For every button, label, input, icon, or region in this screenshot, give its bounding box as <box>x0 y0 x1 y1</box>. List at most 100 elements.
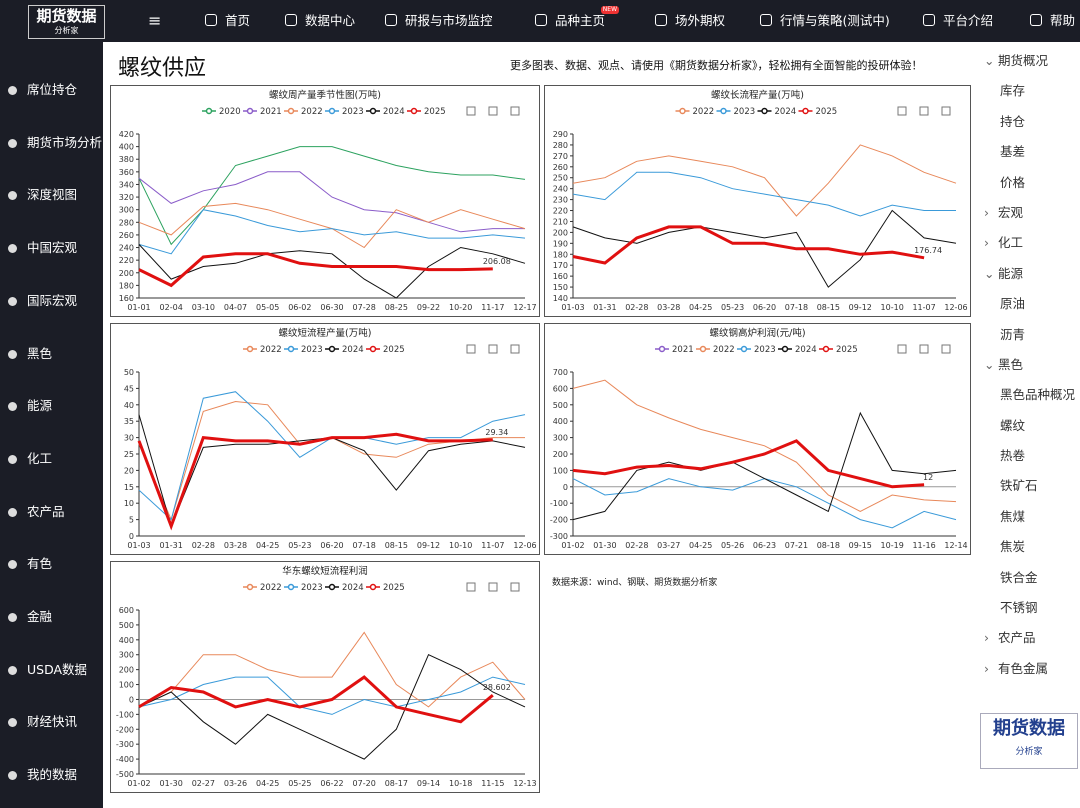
x-tick-label: 08-18 <box>817 541 840 550</box>
x-tick-label: 07-18 <box>353 541 376 550</box>
nav-icon <box>1030 14 1042 26</box>
y-tick-label: 30 <box>124 434 134 443</box>
nav-item[interactable]: 平台介绍 <box>923 0 993 42</box>
nav-item[interactable]: 首页 <box>205 0 250 42</box>
sidebar-item[interactable]: 期货市场分析 <box>8 132 102 151</box>
sidebar-item[interactable]: 黑色 <box>8 343 52 362</box>
nav-item[interactable]: 行情与策略(测试中) <box>760 0 890 42</box>
menu-group[interactable]: 化工 <box>978 228 1080 258</box>
menu-group[interactable]: 能源 <box>978 259 1080 289</box>
nav-icon <box>205 14 217 26</box>
menu-group[interactable]: 农产品 <box>978 623 1080 653</box>
toolbar-icon <box>510 106 520 116</box>
sidebar-item[interactable]: 席位持仓 <box>8 79 77 98</box>
y-tick-label: 45 <box>124 384 134 393</box>
menu-group[interactable]: 期货概况 <box>978 46 1080 76</box>
series-line <box>138 209 526 255</box>
menu-item[interactable]: 基差 <box>1000 144 1026 160</box>
menu-item[interactable]: 焦炭 <box>1000 539 1026 555</box>
legend-dot <box>369 107 377 115</box>
sidebar-item[interactable]: 我的数据 <box>8 764 77 783</box>
logo[interactable]: 期货数据 分析家 <box>28 5 105 39</box>
toolbar-icon <box>941 106 951 116</box>
y-tick-label: 100 <box>119 681 134 690</box>
y-tick-label: 100 <box>553 466 568 475</box>
sidebar-item[interactable]: 农产品 <box>8 501 65 520</box>
nav-item[interactable]: 场外期权 <box>655 0 725 42</box>
x-tick-label: 03-28 <box>224 541 247 550</box>
menu-item[interactable]: 不锈钢 <box>1000 600 1038 616</box>
menu-group[interactable]: 宏观 <box>978 198 1080 228</box>
nav-label: 研报与市场监控 <box>405 13 493 28</box>
sidebar-item[interactable]: 金融 <box>8 606 52 625</box>
legend-label: 2023 <box>301 345 323 355</box>
y-tick-label: 360 <box>119 168 134 177</box>
series-line <box>138 171 525 233</box>
y-tick-label: 150 <box>553 283 568 292</box>
chart-title: 螺纹长流程产量(万吨) <box>711 89 804 101</box>
page-title: 螺纹供应 <box>118 56 207 81</box>
nav-item[interactable]: 数据中心 <box>285 0 355 42</box>
x-tick-label: 08-15 <box>385 541 408 550</box>
sidebar-item[interactable]: 化工 <box>8 448 52 467</box>
menu-item[interactable]: 铁矿石 <box>1000 478 1038 494</box>
toolbar-icon <box>941 344 951 354</box>
menu-group[interactable]: 黑色 <box>978 350 1080 380</box>
sidebar-item[interactable]: 深度视图 <box>8 184 77 203</box>
nav-label: 首页 <box>225 13 251 28</box>
nav-label: 数据中心 <box>305 13 356 28</box>
menu-item[interactable]: 热卷 <box>1000 448 1026 464</box>
x-tick-label: 03-26 <box>224 779 247 788</box>
chart-panel: 螺纹钢高炉利润(元/吨) 2021 2022 2023 2024 2025 -300 -200… <box>544 323 971 555</box>
menu-group[interactable]: 有色金属 <box>978 654 1080 684</box>
menu-item[interactable]: 库存 <box>1000 83 1026 99</box>
menu-item[interactable]: 持仓 <box>1000 113 1026 129</box>
end-value-label: 28.602 <box>483 683 511 692</box>
x-tick-label: 06-20 <box>753 303 776 312</box>
menu-item[interactable]: 螺纹 <box>1000 417 1026 433</box>
series-line <box>138 675 494 724</box>
legend-dot <box>287 583 295 591</box>
menu-toggle[interactable]: ≡ <box>148 11 162 30</box>
y-tick-label: 180 <box>553 250 568 259</box>
toolbar-icon <box>897 344 907 354</box>
legend-dot <box>246 345 254 353</box>
sidebar-item[interactable]: 国际宏观 <box>8 290 77 309</box>
series-line <box>138 146 526 246</box>
sidebar-label: 金融 <box>27 609 53 624</box>
y-tick-label: -100 <box>550 499 568 508</box>
y-tick-label: 50 <box>124 368 134 377</box>
y-tick-label: 300 <box>119 206 134 215</box>
legend-dot <box>822 345 830 353</box>
sidebar-item[interactable]: 中国宏观 <box>8 237 77 256</box>
nav-item[interactable]: 品种主页 NEW <box>535 0 620 42</box>
menu-item[interactable]: 沥青 <box>1000 326 1026 342</box>
sidebar-item[interactable]: 能源 <box>8 395 52 414</box>
series-line <box>138 202 526 249</box>
legend-dot <box>781 345 789 353</box>
sidebar-label: 财经快讯 <box>27 714 78 730</box>
x-tick-label: 01-02 <box>561 541 584 550</box>
menu-item[interactable]: 价格 <box>1000 174 1026 190</box>
nav-item[interactable]: 帮助 <box>1030 0 1075 42</box>
sidebar-label: 化工 <box>27 450 53 466</box>
x-tick-label: 05-23 <box>721 303 744 312</box>
legend-label: 2022 <box>260 583 282 593</box>
legend-dot <box>328 345 336 353</box>
sidebar-item[interactable]: USDA数据 <box>8 659 87 678</box>
y-tick-label: 140 <box>553 294 568 303</box>
legend-label: 2022 <box>260 345 282 355</box>
sidebar-label: 我的数据 <box>27 767 78 783</box>
x-tick-label: 11-07 <box>912 303 935 312</box>
menu-item[interactable]: 黑色品种概况 <box>1000 387 1076 403</box>
nav-item[interactable]: 研报与市场监控 <box>385 0 493 42</box>
sidebar-item[interactable]: 财经快讯 <box>8 711 77 730</box>
x-tick-label: 07-28 <box>353 303 376 312</box>
toolbar-icon <box>919 106 929 116</box>
menu-item[interactable]: 铁合金 <box>1000 569 1038 585</box>
menu-item[interactable]: 焦煤 <box>1000 508 1026 524</box>
chart-title: 螺纹钢高炉利润(元/吨) <box>709 327 805 339</box>
menu-item[interactable]: 原油 <box>1000 296 1026 312</box>
sidebar-item[interactable]: 有色 <box>8 553 52 572</box>
sidebar-icon <box>8 402 17 412</box>
